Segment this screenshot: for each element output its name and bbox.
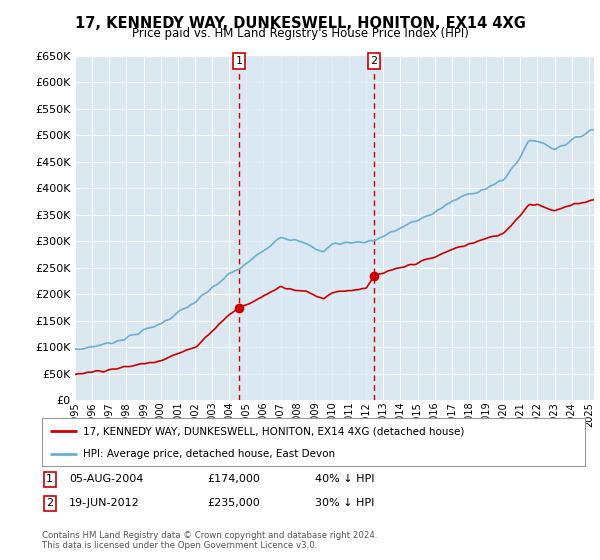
Text: 1: 1 [236, 56, 242, 66]
Text: £174,000: £174,000 [207, 474, 260, 484]
Text: HPI: Average price, detached house, East Devon: HPI: Average price, detached house, East… [83, 449, 335, 459]
Text: 1: 1 [46, 474, 53, 484]
Text: Contains HM Land Registry data © Crown copyright and database right 2024.
This d: Contains HM Land Registry data © Crown c… [42, 531, 377, 550]
Text: 40% ↓ HPI: 40% ↓ HPI [315, 474, 374, 484]
Text: 19-JUN-2012: 19-JUN-2012 [69, 498, 140, 508]
Text: Price paid vs. HM Land Registry's House Price Index (HPI): Price paid vs. HM Land Registry's House … [131, 27, 469, 40]
Text: 30% ↓ HPI: 30% ↓ HPI [315, 498, 374, 508]
Text: £235,000: £235,000 [207, 498, 260, 508]
Text: 05-AUG-2004: 05-AUG-2004 [69, 474, 143, 484]
Text: 17, KENNEDY WAY, DUNKESWELL, HONITON, EX14 4XG (detached house): 17, KENNEDY WAY, DUNKESWELL, HONITON, EX… [83, 426, 464, 436]
Text: 2: 2 [46, 498, 53, 508]
Text: 17, KENNEDY WAY, DUNKESWELL, HONITON, EX14 4XG: 17, KENNEDY WAY, DUNKESWELL, HONITON, EX… [74, 16, 526, 31]
Bar [239, 56, 374, 400]
Text: 2: 2 [371, 56, 377, 66]
